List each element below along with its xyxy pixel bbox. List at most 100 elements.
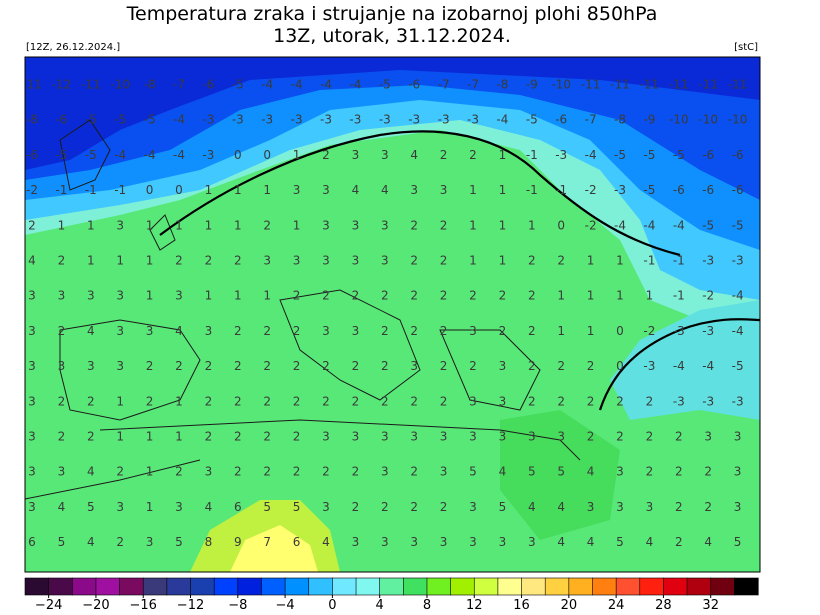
grid-value: 3	[734, 430, 742, 444]
grid-value: -2	[702, 289, 714, 303]
grid-value: -8	[144, 78, 156, 92]
grid-value: 1	[616, 254, 624, 268]
grid-value: -5	[232, 78, 244, 92]
grid-value: -6	[702, 148, 714, 162]
grid-value: 3	[469, 394, 477, 408]
grid-value: 1	[205, 183, 213, 197]
grid-value: 8	[205, 535, 213, 549]
colorbar-swatch	[686, 577, 712, 596]
grid-value: 3	[557, 430, 565, 444]
colorbar-swatch	[95, 577, 121, 596]
colorbar-label: −20	[82, 598, 109, 613]
map-frame	[24, 56, 761, 573]
grid-value: 2	[646, 430, 654, 444]
coastline	[25, 119, 581, 500]
grid-value: -7	[173, 78, 185, 92]
grid-value: 2	[528, 394, 536, 408]
grid-value: -5	[379, 78, 391, 92]
grid-value: 1	[175, 218, 183, 232]
grid-value: 5	[293, 500, 301, 514]
grid-value: 1	[469, 183, 477, 197]
grid-value: 2	[381, 500, 389, 514]
grid-value: -2	[26, 183, 38, 197]
grid-value: 1	[557, 289, 565, 303]
grid-value: 2	[381, 324, 389, 338]
grid-value: 4	[87, 465, 95, 479]
grid-value: 3	[293, 183, 301, 197]
grid-value: 2	[234, 254, 242, 268]
grid-value: 2	[469, 148, 477, 162]
grid-value: 2	[704, 500, 712, 514]
grid-value: 3	[469, 500, 477, 514]
grid-value: 1	[499, 254, 507, 268]
grid-value: 3	[528, 535, 536, 549]
grid-value: 3	[440, 535, 448, 549]
grid-value: -8	[614, 113, 626, 127]
grid-value: 1	[263, 289, 271, 303]
grid-value: -4	[732, 289, 744, 303]
colorbar-swatch	[71, 577, 97, 596]
grid-value: -5	[673, 148, 685, 162]
grid-value: 4	[557, 535, 565, 549]
grid-value: 2	[469, 359, 477, 373]
grid-value: 2	[205, 254, 213, 268]
colorbar-swatch	[615, 577, 641, 596]
grid-value: 2	[440, 254, 448, 268]
grid-value: 2	[234, 430, 242, 444]
colorbar-swatch	[663, 577, 688, 596]
grid-value: -3	[291, 113, 303, 127]
grid-value: 4	[205, 500, 213, 514]
grid-value: 4	[587, 465, 595, 479]
grid-value: 3	[410, 359, 418, 373]
grid-value: 9	[234, 535, 242, 549]
grid-value: 2	[587, 359, 595, 373]
colorbar-label: −12	[177, 598, 204, 613]
colorbar-swatch	[166, 577, 192, 596]
cold-east	[610, 300, 760, 420]
grid-value: 2	[557, 254, 565, 268]
grid-value: -3	[673, 394, 685, 408]
grid-value: 1	[146, 218, 154, 232]
grid-value: 3	[499, 394, 507, 408]
grid-value: 2	[293, 289, 301, 303]
grid-value: -5	[643, 148, 655, 162]
title: Temperatura zraka i strujanje na izobarn…	[126, 3, 658, 25]
grid-value: 0	[234, 148, 242, 162]
grid-value: 1	[116, 430, 124, 444]
colorbar-swatch	[24, 577, 50, 596]
grid-value: 3	[116, 289, 124, 303]
grid-value: -8	[26, 113, 38, 127]
colorbar-swatch	[568, 577, 594, 596]
grid-value: 3	[28, 324, 36, 338]
grid-value: 2	[116, 535, 124, 549]
grid-value: 3	[58, 359, 66, 373]
grid-value: -4	[732, 324, 744, 338]
grid-value: 3	[263, 254, 271, 268]
grid-value: 1	[205, 218, 213, 232]
grid-value: 2	[263, 359, 271, 373]
grid-value: 2	[263, 218, 271, 232]
grid-value: 4	[557, 500, 565, 514]
grid-value: 3	[116, 500, 124, 514]
grid-value: 2	[263, 430, 271, 444]
grid-value: -10	[110, 78, 130, 92]
grid-value: 3	[440, 183, 448, 197]
colorbar-swatch	[379, 577, 404, 596]
grid-value: 2	[410, 465, 418, 479]
grid-value: 2	[381, 394, 389, 408]
grid-value: -3	[261, 113, 273, 127]
grid-value: 1	[557, 324, 565, 338]
grid-value: -5	[732, 218, 744, 232]
grid-value: 3	[58, 289, 66, 303]
grid-value: 3	[410, 183, 418, 197]
colorbar-label: 24	[608, 598, 625, 613]
grid-value: 1	[175, 430, 183, 444]
grid-value: 1	[587, 254, 595, 268]
grid-value: 2	[352, 465, 360, 479]
grid-value: -11	[581, 78, 601, 92]
grid-value: 0	[616, 324, 624, 338]
grid-value: 2	[234, 394, 242, 408]
grid-value: -6	[702, 183, 714, 197]
grid-value: -9	[643, 113, 655, 127]
